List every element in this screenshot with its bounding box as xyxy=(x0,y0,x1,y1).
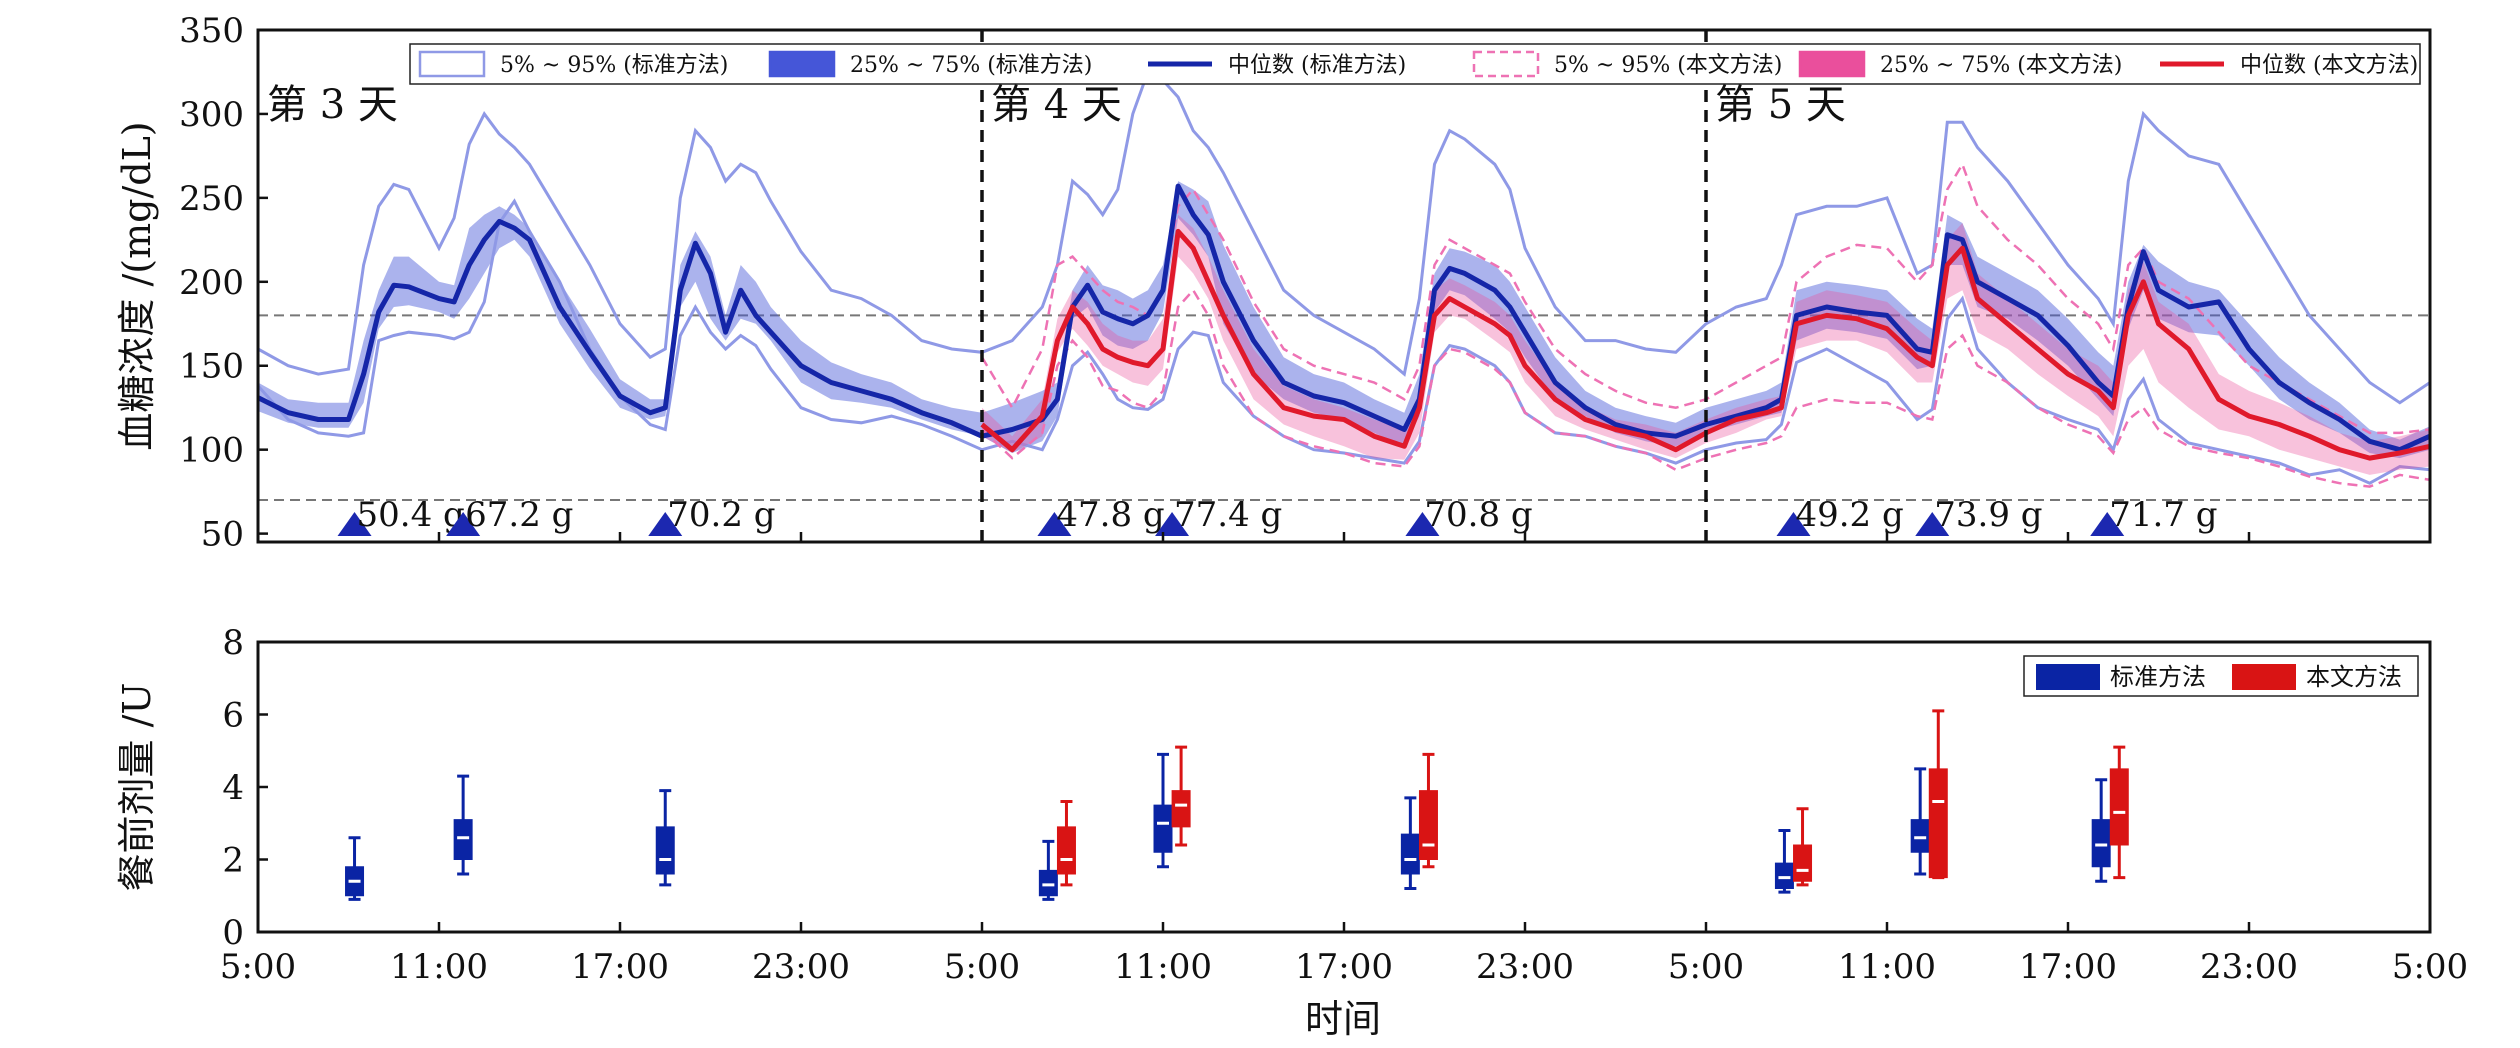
meal-marker xyxy=(446,512,481,536)
meal-marker xyxy=(648,512,683,536)
x-tick-label: 5:00 xyxy=(2392,947,2468,987)
std-dose-box xyxy=(2091,819,2111,868)
x-tick-label: 11:00 xyxy=(390,947,488,987)
y-tick-label: 50 xyxy=(201,515,244,555)
legend-swatch xyxy=(1472,50,1540,78)
meal-carb-label: 73.9 g xyxy=(1934,495,2042,535)
legend-swatch xyxy=(1798,50,1866,78)
new-dose-box xyxy=(1171,790,1191,828)
legend-entry-label: 5% ~ 95% (本文方法) xyxy=(1554,53,1782,78)
x-tick-label: 17:00 xyxy=(571,947,669,987)
new-dose-box xyxy=(1793,844,1813,882)
y-tick-label: 4 xyxy=(222,768,244,808)
meal-marker xyxy=(1037,512,1072,536)
y-tick-label: 100 xyxy=(179,431,244,471)
meal-marker xyxy=(337,512,372,536)
x-tick-label: 23:00 xyxy=(1476,947,1574,987)
glucose-axes-frame xyxy=(256,28,2432,544)
legend-entry-label: 25% ~ 75% (标准方法) xyxy=(850,53,1092,78)
meal-marker xyxy=(1776,512,1811,536)
meal-carb-label: 47.8 g xyxy=(1056,495,1164,535)
std-dose-box xyxy=(453,819,473,860)
std-p95-line xyxy=(257,69,2431,405)
legend-swatch xyxy=(418,50,486,78)
legend-entry-label: 中位数 (标准方法) xyxy=(1228,53,1406,78)
meal-marker xyxy=(1915,512,1950,536)
meal-marker xyxy=(1405,512,1440,536)
x-tick-label: 5:00 xyxy=(1668,947,1744,987)
legend-entry-label: 本文方法 xyxy=(2306,663,2402,691)
std-dose-box xyxy=(1038,869,1058,897)
dose-legend: 标准方法 本文方法 xyxy=(2023,655,2419,697)
std-dose-box xyxy=(655,826,675,875)
x-tick-label: 23:00 xyxy=(752,947,850,987)
legend-entry-label: 中位数 (本文方法) xyxy=(2240,53,2418,78)
meal-carb-label: 70.2 g xyxy=(667,495,775,535)
x-tick-label: 5:00 xyxy=(944,947,1020,987)
legend-swatch xyxy=(2232,664,2296,690)
new-dose-box xyxy=(1928,768,1948,879)
new-iqr-band xyxy=(982,214,2430,475)
glucose-y-axis-title: 血糖浓度 /(mg/dL) xyxy=(115,121,159,450)
legend-swatch xyxy=(768,50,836,78)
std-dose-box xyxy=(1400,833,1420,875)
std-dose-box xyxy=(1910,819,1930,853)
legend-swatch xyxy=(2036,664,2100,690)
meal-carb-label: 71.7 g xyxy=(2109,495,2217,535)
new-p5-line xyxy=(981,288,2431,488)
std-dose-box xyxy=(1774,862,1794,889)
y-tick-label: 8 xyxy=(222,623,244,663)
new-dose-box xyxy=(2109,768,2129,846)
day-label: 第 4 天 xyxy=(991,82,1122,128)
std-dose-box xyxy=(1153,804,1173,853)
x-tick-label: 23:00 xyxy=(2200,947,2298,987)
legend-entry-label: 标准方法 xyxy=(2110,663,2206,691)
y-tick-label: 150 xyxy=(179,347,244,387)
std-median-line xyxy=(256,183,2432,453)
y-tick-label: 350 xyxy=(179,11,244,51)
legend-entry-label: 5% ~ 95% (标准方法) xyxy=(500,53,728,78)
glucose-legend: 5% ~ 95% (标准方法) 25% ~ 75% (标准方法) 中位数 (标准方法… xyxy=(409,43,2421,85)
new-p95-line xyxy=(980,161,2431,435)
dose-y-axis-title: 餐前剂量 /U xyxy=(115,683,159,892)
new-dose-box xyxy=(1056,826,1076,875)
y-tick-label: 300 xyxy=(179,95,244,135)
x-tick-label: 17:00 xyxy=(2019,947,2117,987)
x-tick-label: 17:00 xyxy=(1295,947,1393,987)
day-label: 第 3 天 xyxy=(267,82,398,128)
meal-carb-label: 77.4 g xyxy=(1174,495,1282,535)
std-p5-line xyxy=(256,198,2431,485)
new-median-line xyxy=(980,228,2431,461)
y-tick-label: 200 xyxy=(179,263,244,303)
x-tick-label: 11:00 xyxy=(1838,947,1936,987)
meal-carb-label: 49.2 g xyxy=(1795,495,1903,535)
meal-carb-label: 67.2 g xyxy=(465,495,573,535)
x-tick-label: 11:00 xyxy=(1114,947,1212,987)
meal-marker xyxy=(1155,512,1190,536)
x-tick-label: 5:00 xyxy=(220,947,296,987)
insulin-dose-panel: 0 2 4 6 8 5:00 11:00 17:00 23:00 5:00 11:00 17:00 23… xyxy=(115,623,2468,987)
meal-carb-label: 50.4 g xyxy=(357,495,465,535)
legend-frame xyxy=(409,43,2421,85)
y-tick-label: 250 xyxy=(179,179,244,219)
new-dose-box xyxy=(1418,790,1438,860)
meal-marker xyxy=(2090,512,2125,536)
day-label: 第 5 天 xyxy=(1715,82,1846,128)
legend-entry-label: 25% ~ 75% (本文方法) xyxy=(1880,53,2122,78)
meal-carb-label: 70.8 g xyxy=(1424,495,1532,535)
y-tick-label: 0 xyxy=(222,913,244,953)
y-tick-label: 6 xyxy=(222,696,244,736)
y-tick-label: 2 xyxy=(222,841,244,881)
x-axis-title: 时间 xyxy=(1305,997,1381,1041)
